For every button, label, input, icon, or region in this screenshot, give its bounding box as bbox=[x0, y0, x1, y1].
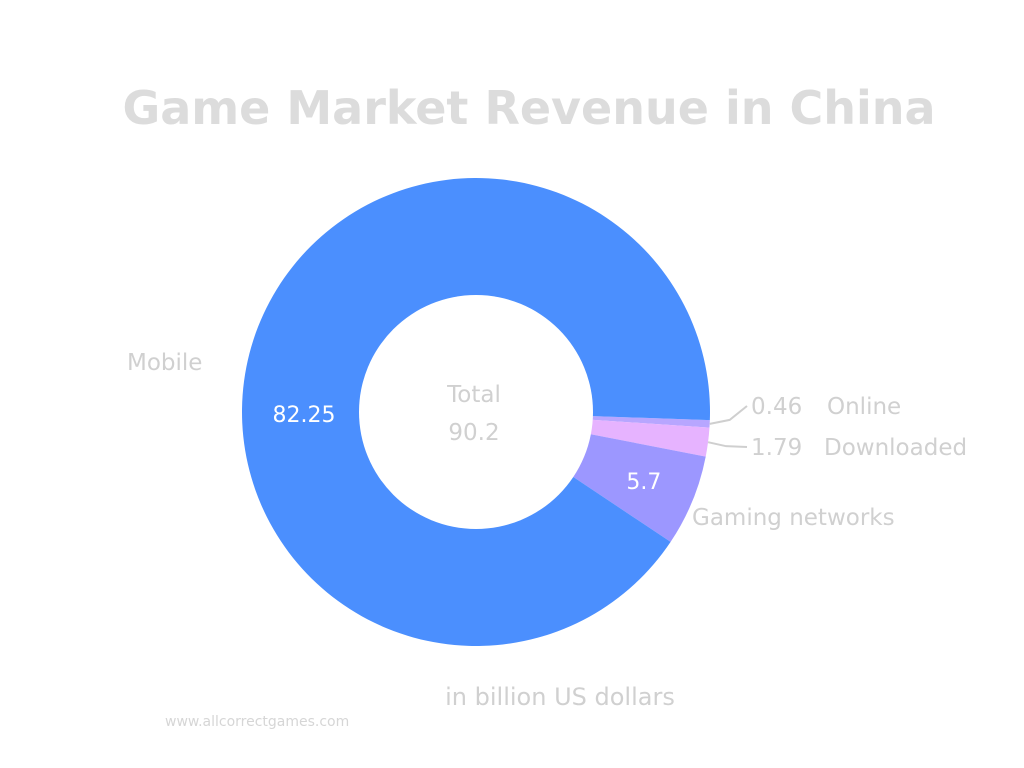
name-label-mobile: Mobile bbox=[127, 350, 202, 376]
unit-label: in billion US dollars bbox=[445, 683, 675, 711]
source-credit: www.allcorrectgames.com bbox=[165, 714, 349, 730]
value-label-gaming-networks: 5.7 bbox=[626, 470, 661, 495]
name-label-downloaded: Downloaded bbox=[824, 435, 967, 461]
value-label-online: 0.46 bbox=[751, 394, 802, 420]
name-label-online: Online bbox=[827, 394, 901, 420]
value-label-mobile: 82.25 bbox=[273, 403, 336, 428]
leader-line-online bbox=[709, 405, 748, 425]
chart-title: Game Market Revenue in China bbox=[122, 81, 935, 135]
donut-hole bbox=[359, 295, 593, 529]
center-total-value: 90.2 bbox=[448, 420, 499, 446]
name-label-gaming-networks: Gaming networks bbox=[692, 505, 895, 531]
slice-labels: 0.46 Online 1.79 Downloaded 5.7 Gaming networ… bbox=[127, 350, 967, 531]
leader-line-downloaded bbox=[707, 441, 748, 448]
center-total-label: Total bbox=[446, 382, 501, 408]
value-label-downloaded: 1.79 bbox=[751, 435, 802, 461]
